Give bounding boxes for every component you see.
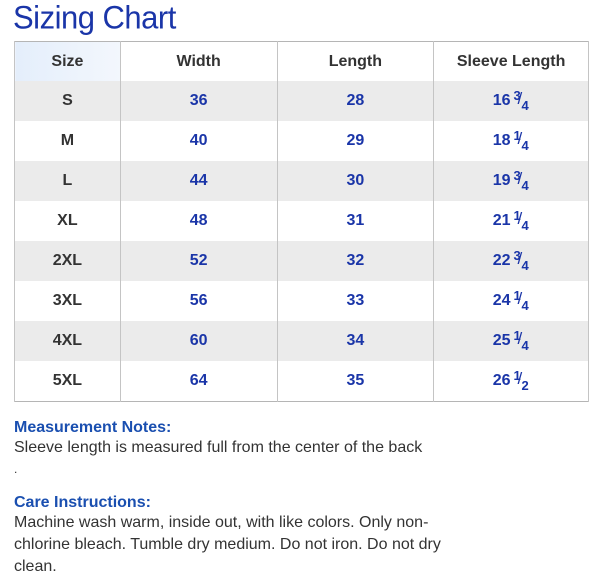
fraction-denominator: 4 (521, 218, 529, 233)
cell-size: S (14, 81, 121, 121)
cell-size: 3XL (14, 281, 121, 321)
fraction-numerator: 1 (513, 368, 521, 383)
fraction-slash: / (517, 89, 523, 108)
sleeve-whole: 19 (492, 172, 511, 189)
cell-sleeve-length: 24 1/4 (433, 281, 589, 321)
fraction-slash: / (517, 329, 523, 348)
sleeve-whole: 22 (492, 252, 511, 269)
sleeve-fraction: 3/4 (513, 88, 530, 113)
cell-size: M (14, 121, 121, 161)
fraction-slash: / (517, 169, 523, 188)
measurement-notes: Measurement Notes: Sleeve length is meas… (14, 419, 494, 479)
cell-size: 5XL (14, 361, 121, 402)
cell-sleeve-length: 19 3/4 (433, 161, 589, 201)
measurement-notes-text: Sleeve length is measured full from the … (14, 439, 423, 456)
sleeve-fraction: 3/4 (513, 248, 530, 273)
fraction-numerator: 3 (513, 168, 521, 183)
sleeve-fraction: 1/4 (513, 288, 530, 313)
cell-sleeve-length: 25 1/4 (433, 321, 589, 361)
fraction-denominator: 4 (521, 258, 529, 273)
fraction-denominator: 4 (521, 298, 529, 313)
header-sleeve-length: Sleeve Length (433, 41, 589, 81)
fraction-numerator: 1 (513, 328, 521, 343)
table-row: S 36 28 16 3/4 (14, 81, 589, 121)
fraction-slash: / (517, 289, 523, 308)
table-row: M 40 29 18 1/4 (14, 121, 589, 161)
sleeve-fraction: 1/4 (513, 328, 530, 353)
cell-sleeve-length: 21 1/4 (433, 201, 589, 241)
header-length: Length (276, 41, 435, 81)
cell-width: 36 (119, 81, 278, 121)
care-instructions-heading: Care Instructions: (14, 494, 151, 511)
sleeve-fraction: 1/2 (513, 368, 530, 393)
table-row: 5XL 64 35 26 1/2 (14, 361, 589, 402)
cell-length: 30 (276, 161, 435, 201)
cell-length: 29 (276, 121, 435, 161)
fraction-denominator: 4 (521, 178, 529, 193)
sleeve-fraction: 1/4 (513, 128, 530, 153)
cell-width: 40 (119, 121, 278, 161)
cell-length: 33 (276, 281, 435, 321)
fraction-slash: / (517, 249, 523, 268)
table-row: XL 48 31 21 1/4 (14, 201, 589, 241)
cell-width: 44 (119, 161, 278, 201)
fraction-numerator: 1 (513, 288, 521, 303)
cell-size: XL (14, 201, 121, 241)
table-row: L 44 30 19 3/4 (14, 161, 589, 201)
fraction-slash: / (517, 209, 523, 228)
sleeve-whole: 26 (492, 372, 511, 389)
cell-size: L (14, 161, 121, 201)
cell-size: 2XL (14, 241, 121, 281)
cell-length: 35 (276, 361, 435, 402)
header-width: Width (119, 41, 278, 81)
fraction-numerator: 3 (513, 248, 521, 263)
fraction-denominator: 4 (521, 98, 529, 113)
sleeve-whole: 18 (492, 132, 511, 149)
cell-length: 32 (276, 241, 435, 281)
table-row: 3XL 56 33 24 1/4 (14, 281, 589, 321)
cell-length: 34 (276, 321, 435, 361)
sleeve-whole: 24 (492, 292, 511, 309)
sleeve-whole: 25 (492, 332, 511, 349)
cell-width: 56 (119, 281, 278, 321)
cell-length: 28 (276, 81, 435, 121)
fraction-denominator: 4 (521, 338, 529, 353)
cell-sleeve-length: 16 3/4 (433, 81, 589, 121)
cell-width: 48 (119, 201, 278, 241)
page-title: Sizing Chart (13, 0, 176, 36)
care-instructions: Care Instructions: Machine wash warm, in… (14, 494, 464, 578)
sleeve-fraction: 3/4 (513, 168, 530, 193)
fraction-numerator: 3 (513, 88, 521, 103)
measurement-notes-trailing: . (14, 462, 18, 476)
cell-size: 4XL (14, 321, 121, 361)
cell-width: 60 (119, 321, 278, 361)
fraction-numerator: 1 (513, 208, 521, 223)
cell-width: 52 (119, 241, 278, 281)
fraction-denominator: 4 (521, 138, 529, 153)
measurement-notes-heading: Measurement Notes: (14, 419, 172, 436)
header-size: Size (14, 41, 121, 81)
cell-length: 31 (276, 201, 435, 241)
table-row: 4XL 60 34 25 1/4 (14, 321, 589, 361)
fraction-slash: / (517, 129, 523, 148)
table-header-row: Size Width Length Sleeve Length (14, 41, 589, 81)
cell-width: 64 (119, 361, 278, 402)
sizing-table: Size Width Length Sleeve Length S 36 28 16 3… (14, 41, 589, 402)
sleeve-whole: 16 (492, 92, 511, 109)
fraction-numerator: 1 (513, 128, 521, 143)
sleeve-fraction: 1/4 (513, 208, 530, 233)
cell-sleeve-length: 18 1/4 (433, 121, 589, 161)
sleeve-whole: 21 (492, 212, 511, 229)
cell-sleeve-length: 26 1/2 (433, 361, 589, 402)
table-row: 2XL 52 32 22 3/4 (14, 241, 589, 281)
cell-sleeve-length: 22 3/4 (433, 241, 589, 281)
fraction-slash: / (517, 369, 523, 388)
care-instructions-text: Machine wash warm, inside out, with like… (14, 514, 441, 575)
fraction-denominator: 2 (521, 378, 529, 393)
